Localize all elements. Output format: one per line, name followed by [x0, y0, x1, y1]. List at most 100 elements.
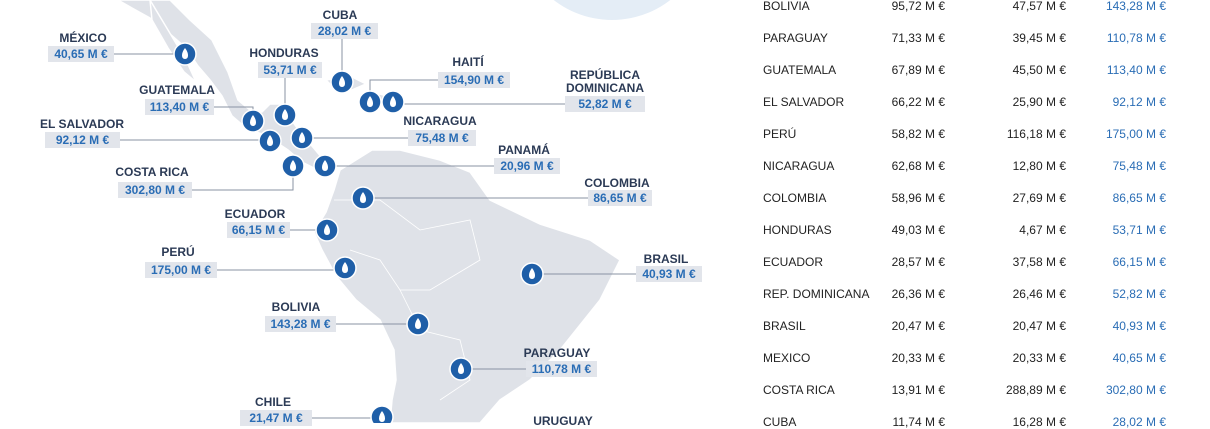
- row-value: 4,67 M €: [1019, 223, 1066, 237]
- decor-circle: [553, 0, 671, 20]
- row-value: 66,22 M €: [891, 95, 945, 109]
- country-value: 28,02 M €: [311, 23, 378, 39]
- row-value: 71,33 M €: [891, 31, 945, 45]
- row-value: 20,33 M €: [1012, 351, 1066, 365]
- pin-drop: [529, 268, 535, 279]
- map: [114, 0, 671, 423]
- row-value: 66,15 M €: [1112, 255, 1166, 269]
- row-value: 86,65 M €: [1112, 191, 1166, 205]
- country-name: EL SALVADOR: [39, 117, 125, 131]
- row-value: 175,00 M €: [1105, 127, 1166, 141]
- row-label: PERÚ: [763, 127, 797, 141]
- country-value: 175,00 M €: [145, 262, 217, 278]
- row-value: 26,46 M €: [1012, 287, 1066, 301]
- pin-drop: [367, 96, 373, 107]
- leader-line: [392, 102, 565, 105]
- row-value: 13,91 M €: [891, 383, 945, 397]
- row-value: 95,72 M €: [891, 0, 945, 13]
- country-name: ECUADOR: [224, 207, 286, 221]
- row-value: 28,57 M €: [891, 255, 945, 269]
- row-value: 27,69 M €: [1012, 191, 1066, 205]
- row-value: 62,68 M €: [891, 159, 945, 173]
- country-value: 154,90 M €: [438, 72, 510, 88]
- row-value: 113,40 M €: [1106, 63, 1166, 77]
- pin-drop: [339, 76, 345, 87]
- country-value: 75,48 M €: [408, 130, 476, 146]
- country-value: 110,78 M €: [526, 361, 597, 377]
- row-value: 302,80 M €: [1105, 383, 1166, 397]
- country-value: 113,40 M €: [145, 99, 214, 115]
- row-value: 25,90 M €: [1012, 95, 1066, 109]
- row-value: 26,36 M €: [891, 287, 945, 301]
- pin-drop: [390, 96, 396, 107]
- country-name: PERÚ: [161, 245, 195, 259]
- row-value: 116,18 M €: [1006, 127, 1066, 141]
- row-value: 52,82 M €: [1112, 287, 1166, 301]
- country-value: 40,93 M €: [636, 266, 702, 282]
- country-value: 66,15 M €: [227, 222, 290, 238]
- country-value: 53,71 M €: [258, 62, 322, 78]
- country-value: 86,65 M €: [588, 190, 652, 206]
- country-value: 302,80 M €: [118, 182, 192, 198]
- row-label: REP. DOMINICANA: [763, 287, 870, 301]
- country-name: CHILE: [255, 395, 291, 409]
- row-label: CUBA: [763, 415, 797, 429]
- country-name: URUGUAY: [533, 414, 593, 428]
- row-value: 47,57 M €: [1012, 0, 1066, 13]
- row-value: 288,89 M €: [1005, 383, 1066, 397]
- country-value: 40,65 M €: [48, 46, 114, 62]
- leader-line: [217, 268, 346, 271]
- row-label: ECUADOR: [763, 255, 824, 269]
- pin-drop: [267, 135, 273, 146]
- pin-drop: [182, 48, 188, 59]
- country-name: CUBA: [322, 8, 358, 22]
- row-value: 11,74 M €: [892, 415, 945, 429]
- row-value: 67,89 M €: [891, 63, 945, 77]
- row-value: 75,48 M €: [1112, 159, 1166, 173]
- row-value: 53,71 M €: [1112, 223, 1166, 237]
- country-value: 52,82 M €: [565, 96, 645, 112]
- row-value: 58,82 M €: [891, 127, 945, 141]
- country-name: BOLIVIA: [271, 300, 321, 314]
- pin-drop: [415, 318, 421, 329]
- country-name: COSTA RICA: [115, 165, 189, 179]
- leader-line: [192, 166, 294, 191]
- pin-drop: [282, 109, 288, 120]
- row-value: 92,12 M €: [1112, 95, 1166, 109]
- country-value: 20,96 M €: [494, 158, 560, 174]
- row-value: 143,28 M €: [1105, 0, 1166, 13]
- row-value: 40,65 M €: [1112, 351, 1166, 365]
- country-value: 92,12 M €: [45, 132, 120, 148]
- pin-drop: [322, 160, 328, 171]
- row-value: 12,80 M €: [1012, 159, 1066, 173]
- row-value: 49,03 M €: [891, 223, 945, 237]
- pin-drop: [250, 115, 256, 126]
- pin-drop: [324, 224, 330, 235]
- row-label: NICARAGUA: [763, 159, 835, 173]
- row-label: BRASIL: [763, 319, 806, 333]
- country-value: 21,47 M €: [240, 410, 312, 426]
- row-value: 16,28 M €: [1012, 415, 1066, 429]
- leader-line: [120, 139, 271, 141]
- row-value: 37,58 M €: [1012, 255, 1066, 269]
- country-name: PANAMÁ: [498, 143, 550, 157]
- pin-drop: [342, 262, 348, 273]
- row-label: COSTA RICA: [763, 383, 835, 397]
- pin-drop: [379, 411, 385, 422]
- row-label: BOLIVIA: [763, 0, 810, 13]
- row-value: 20,47 M €: [1012, 319, 1066, 333]
- row-label: EL SALVADOR: [763, 95, 845, 109]
- country-name: MÉXICO: [59, 31, 107, 45]
- row-label: GUATEMALA: [763, 63, 837, 77]
- row-value: 39,45 M €: [1012, 31, 1066, 45]
- row-value: 20,47 M €: [891, 319, 945, 333]
- country-name: HONDURAS: [249, 46, 319, 60]
- country-name: COLOMBIA: [584, 176, 650, 190]
- pin-drop: [458, 363, 464, 374]
- row-label: COLOMBIA: [763, 191, 827, 205]
- pin-drop: [360, 192, 366, 203]
- row-label: MEXICO: [763, 351, 811, 365]
- pin-drop: [290, 160, 296, 171]
- country-value: 143,28 M €: [265, 316, 336, 332]
